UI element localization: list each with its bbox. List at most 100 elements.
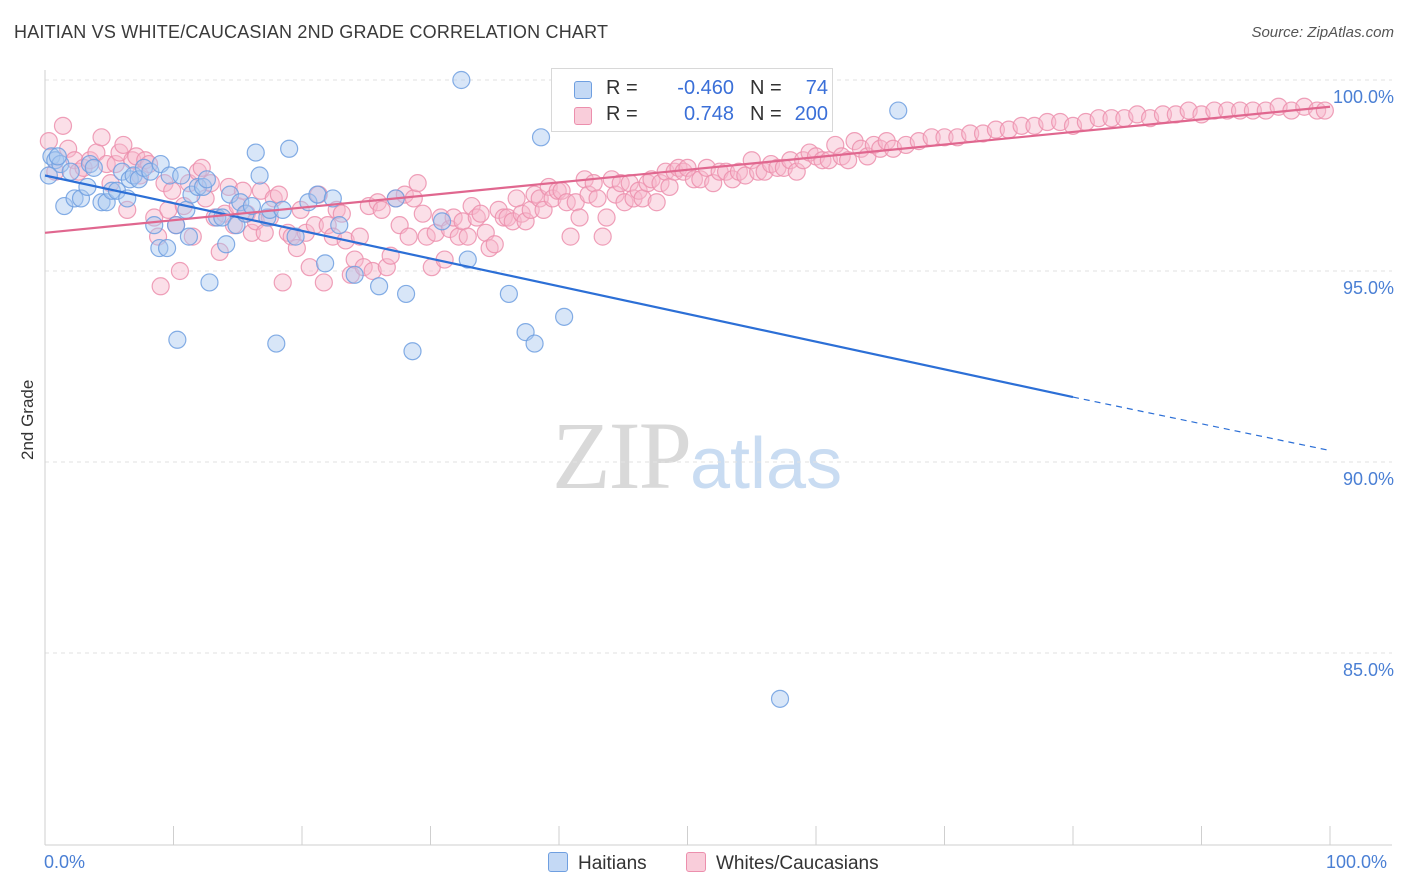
whites-point	[597, 208, 616, 227]
haitians-point	[112, 162, 132, 181]
haitians-point	[330, 216, 349, 235]
whites-point	[183, 227, 202, 246]
haitians-point	[452, 70, 471, 90]
haitians-point	[92, 193, 111, 212]
x-tick-label-0: 0.0%	[44, 852, 86, 872]
whites-point	[485, 235, 504, 254]
haitians-point	[150, 238, 169, 258]
whites-point	[192, 158, 211, 177]
whites-point	[210, 242, 229, 261]
whites-point	[935, 128, 954, 147]
haitians-point	[84, 158, 103, 177]
whites-point	[408, 174, 427, 193]
whites-point	[839, 151, 858, 170]
haitians-point	[231, 193, 250, 212]
whites-point	[291, 200, 310, 219]
haitians-point	[242, 196, 261, 216]
n-value: 200	[794, 103, 828, 125]
haitians-point	[770, 689, 790, 708]
haitians-point	[157, 238, 177, 258]
whites-point	[59, 139, 78, 158]
haitians-point	[200, 273, 219, 292]
haitians-point	[280, 139, 299, 158]
n-label: N =	[750, 103, 782, 125]
legend-item-whites: Whites/Caucasians	[686, 852, 879, 875]
haitians-point	[55, 196, 74, 216]
watermark-zip: ZIP	[552, 402, 692, 509]
whites-point	[1315, 101, 1334, 120]
whites-point	[458, 227, 477, 246]
whites-point	[787, 162, 806, 181]
whites-point	[660, 177, 679, 197]
n-value: 74	[805, 77, 828, 99]
haitians-point	[308, 185, 327, 204]
legend-label-whites: Whites/Caucasians	[716, 853, 879, 874]
whites-point	[363, 261, 382, 281]
haitians-point	[141, 162, 160, 181]
r-value: -0.460	[677, 77, 734, 99]
whites-point	[615, 193, 634, 212]
haitians-point	[370, 277, 389, 296]
whites-point	[332, 204, 351, 223]
whites-point	[101, 174, 120, 193]
whites-point	[1038, 112, 1057, 132]
r-label: R =	[606, 103, 638, 125]
haitians-point	[531, 128, 551, 147]
whites-point	[404, 189, 423, 208]
haitians-point	[525, 334, 544, 353]
haitians-point	[145, 216, 164, 235]
haitians-point	[220, 185, 240, 204]
whites-point	[377, 258, 396, 277]
haitians-point	[65, 189, 84, 208]
haitians-point	[432, 212, 452, 231]
haitians-point	[250, 166, 269, 185]
whites-point	[300, 258, 319, 277]
haitians-point	[555, 307, 574, 326]
haitians-point	[499, 284, 518, 304]
whites-point	[39, 132, 58, 151]
stats-legend: R = -0.460 N = 74 R = 0.748 N = 200	[551, 68, 833, 132]
whites-point	[704, 174, 723, 193]
whites-point	[92, 128, 111, 147]
haitians-point	[168, 330, 187, 349]
whites-point	[579, 185, 598, 204]
haitians-swatch-icon	[574, 81, 592, 99]
whites-point	[651, 174, 670, 193]
whites-point	[273, 273, 292, 292]
r-value: 0.748	[683, 103, 734, 125]
source-label: Source: ZipAtlas.com	[1251, 24, 1394, 41]
whites-point	[163, 181, 182, 200]
watermark-atlas: atlas	[690, 424, 843, 504]
whites-point	[170, 261, 190, 281]
whites-swatch-icon	[574, 107, 592, 125]
whites-point	[602, 170, 621, 189]
whites-point	[1012, 116, 1031, 135]
haitians-point	[267, 334, 286, 353]
whites-point	[570, 208, 589, 227]
n-label: N =	[750, 77, 782, 99]
haitians-point	[286, 227, 305, 246]
whites-point	[242, 223, 261, 242]
whites-point	[871, 139, 890, 158]
y-tick-label-85: 85.0%	[1342, 660, 1394, 680]
y-tick-label-95: 95.0%	[1342, 278, 1394, 298]
haitians-point	[179, 227, 199, 246]
y-axis-label: 2nd Grade	[18, 379, 37, 460]
whites-point	[826, 135, 845, 155]
whites-point	[584, 174, 603, 193]
whites-point	[1089, 109, 1108, 128]
whites-point	[647, 193, 666, 212]
whites-point	[986, 120, 1006, 139]
whites-point	[593, 227, 612, 246]
haitians-point	[396, 284, 416, 304]
haitians-point	[217, 235, 236, 254]
whites-point	[269, 185, 288, 204]
haitians-point	[246, 143, 265, 162]
whites-point	[255, 223, 274, 242]
haitians-point	[97, 193, 116, 212]
haitians-point	[403, 342, 422, 361]
whites-trend-line	[44, 105, 1331, 234]
whites-point	[219, 177, 238, 197]
whites-point	[53, 116, 73, 135]
whites-point	[471, 204, 490, 223]
